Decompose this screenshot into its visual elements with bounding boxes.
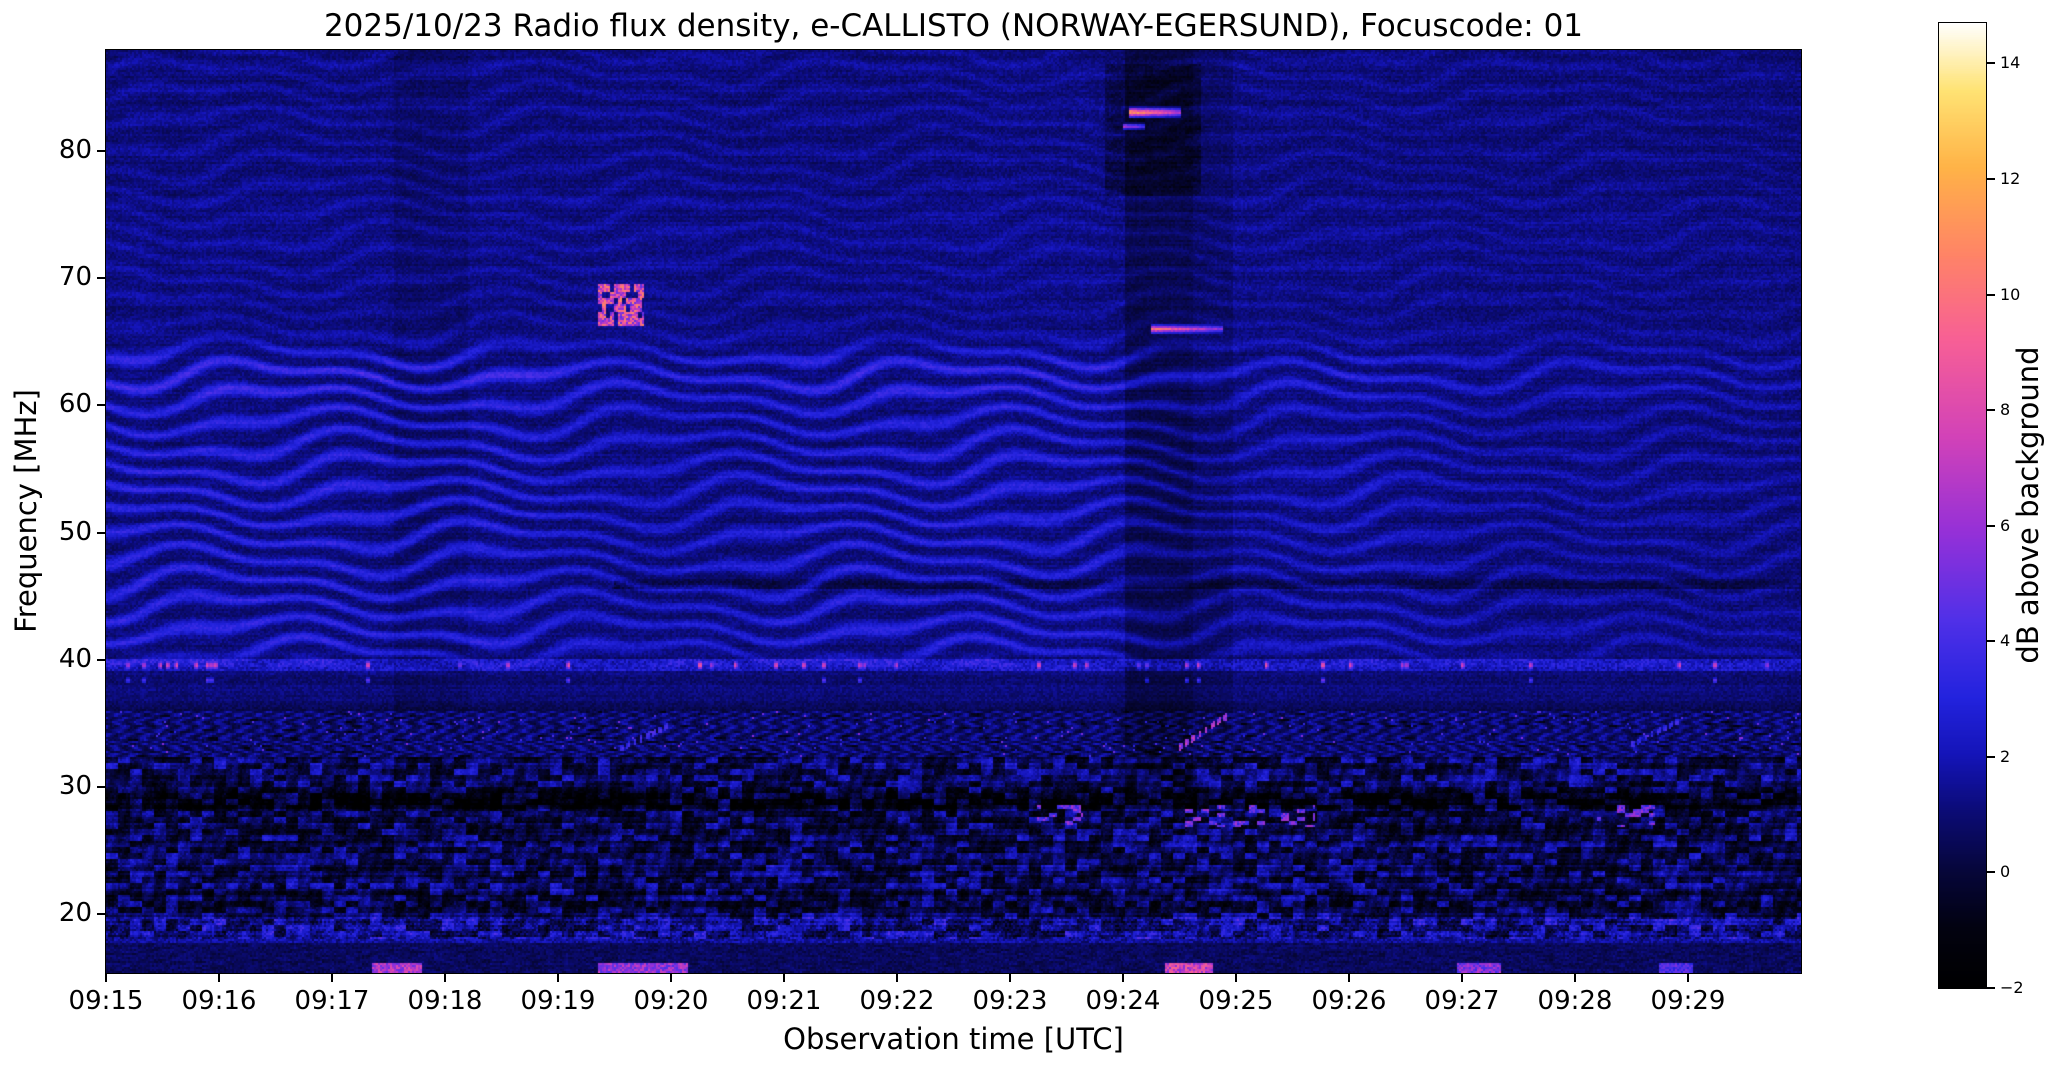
colorbar-tick-label: 6 [2000, 515, 2011, 535]
x-tick-label: 09:22 [859, 986, 935, 1016]
y-tick-label: 50 [58, 516, 92, 547]
spectrogram-heatmap [106, 50, 1801, 973]
x-tick-label: 09:21 [746, 986, 822, 1016]
x-tick-label: 09:24 [1085, 986, 1161, 1016]
x-tick-mark [1348, 974, 1350, 982]
y-tick-label: 40 [58, 643, 92, 674]
colorbar-tick-mark [1987, 755, 1995, 758]
x-tick-mark [1009, 974, 1011, 982]
x-tick-label: 09:27 [1424, 986, 1500, 1016]
colorbar-tick-mark [1987, 178, 1995, 181]
x-tick-mark [670, 974, 672, 982]
colorbar-tick-mark [1987, 524, 1995, 527]
x-tick-label: 09:26 [1311, 986, 1387, 1016]
colorbar-tick-label: 12 [2000, 169, 2021, 189]
y-tick-mark [97, 531, 105, 534]
x-tick-label: 09:28 [1537, 986, 1613, 1016]
x-tick-label: 09:18 [407, 986, 483, 1016]
y-tick-mark [97, 658, 105, 661]
y-tick-label: 20 [58, 898, 92, 929]
y-tick-mark [97, 786, 105, 789]
colorbar-label: dB above background [2011, 346, 2045, 664]
x-tick-mark [331, 974, 333, 982]
colorbar-tick-label: −2 [2000, 978, 2024, 997]
x-tick-mark [557, 974, 559, 982]
colorbar-gradient [1939, 23, 1986, 988]
x-tick-mark [1235, 974, 1237, 982]
x-tick-mark [1687, 974, 1689, 982]
x-tick-mark [783, 974, 785, 982]
y-tick-label: 70 [58, 261, 92, 292]
chart-title: 2025/10/23 Radio flux density, e-CALLIST… [323, 8, 1584, 44]
x-tick-label: 09:23 [972, 986, 1048, 1016]
plot-axes-frame [105, 49, 1802, 974]
colorbar-tick-mark [1987, 62, 1995, 65]
x-tick-label: 09:29 [1650, 986, 1726, 1016]
y-tick-mark [97, 404, 105, 407]
x-tick-label: 09:19 [520, 986, 596, 1016]
y-tick-label: 30 [58, 771, 92, 802]
y-tick-mark [97, 276, 105, 279]
colorbar-frame [1938, 22, 1987, 989]
x-tick-label: 09:16 [181, 986, 257, 1016]
y-tick-label: 80 [58, 134, 92, 165]
y-tick-mark [97, 149, 105, 152]
x-tick-mark [444, 974, 446, 982]
colorbar-tick-label: 2 [2000, 746, 2011, 766]
x-tick-label: 09:15 [68, 986, 144, 1016]
colorbar-tick-mark [1987, 987, 1995, 989]
x-tick-mark [1461, 974, 1463, 982]
x-axis-label: Observation time [UTC] [783, 1022, 1124, 1056]
y-axis-label: Frequency [MHz] [9, 389, 43, 633]
x-tick-mark [1574, 974, 1576, 982]
y-tick-mark [97, 913, 105, 916]
colorbar-tick-label: 4 [2000, 631, 2011, 651]
colorbar-tick-label: 8 [2000, 400, 2011, 420]
colorbar-tick-label: 14 [2000, 53, 2021, 73]
x-tick-mark [105, 974, 107, 982]
x-tick-mark [896, 974, 898, 982]
colorbar-tick-mark [1987, 871, 1995, 874]
colorbar-tick-mark [1987, 640, 1995, 643]
x-tick-label: 09:17 [294, 986, 370, 1016]
colorbar-tick-label: 0 [2000, 862, 2011, 882]
y-tick-label: 60 [58, 389, 92, 420]
x-tick-mark [1122, 974, 1124, 982]
colorbar-tick-mark [1987, 293, 1995, 296]
colorbar-tick-mark [1987, 409, 1995, 412]
x-tick-mark [218, 974, 220, 982]
x-tick-label: 09:20 [633, 986, 709, 1016]
x-tick-label: 09:25 [1198, 986, 1274, 1016]
colorbar-tick-label: 10 [2000, 284, 2021, 304]
